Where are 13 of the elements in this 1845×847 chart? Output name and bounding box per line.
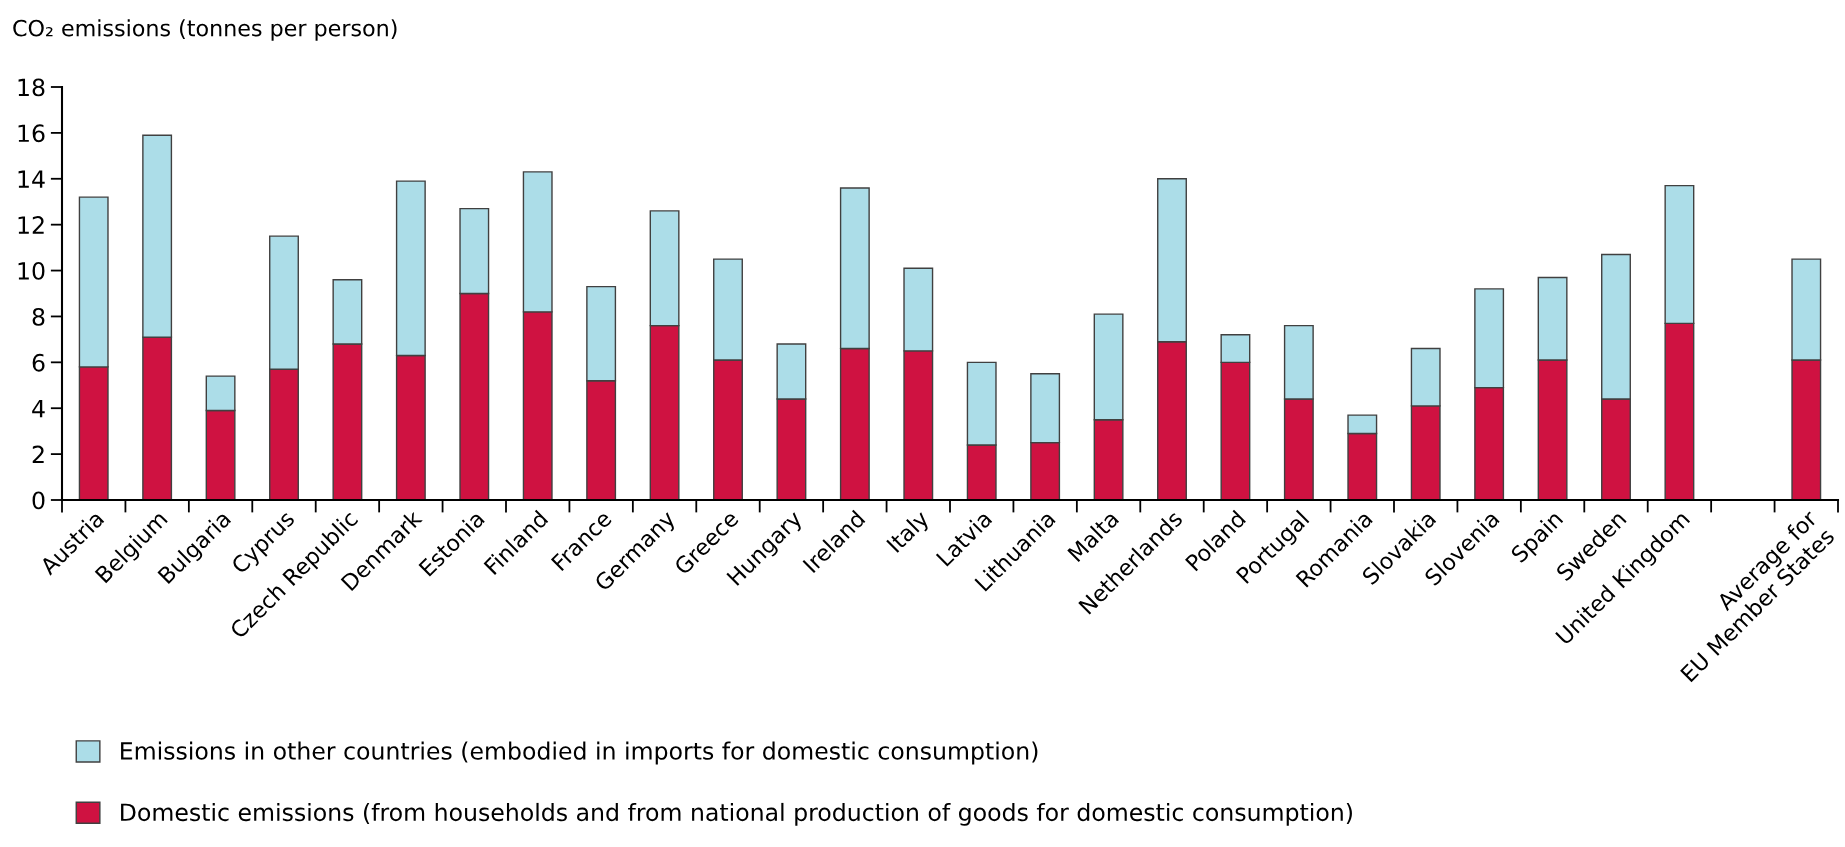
y-tick-label: 18	[18, 78, 45, 97]
y-tick-label: 12	[18, 216, 44, 234]
y-axis-title: CO₂ emissions (tonnes per person)	[13, 19, 397, 41]
y-tick-label: 8	[32, 307, 45, 326]
y-tick-label: 4	[32, 399, 45, 418]
y-tick-label: 16	[18, 124, 45, 143]
legend-label: Emissions in other countries (embodied in imports for domestic consumption)	[121, 741, 1038, 765]
y-tick-label: 14	[18, 170, 45, 188]
y-tick-label: 2	[32, 445, 44, 464]
legend-label: Domestic emissions (from households and from national production of goods for domestic consumption)	[121, 802, 1352, 826]
y-tick-label: 0	[32, 491, 45, 510]
y-tick-label: 6	[32, 353, 45, 372]
y-tick-label: 10	[18, 262, 45, 280]
